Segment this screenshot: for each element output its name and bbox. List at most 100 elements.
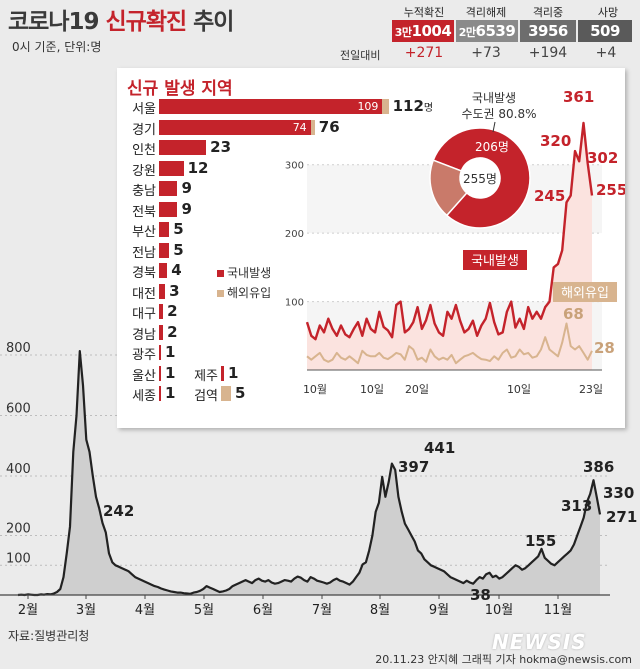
region-bar-domestic (159, 304, 164, 319)
inset-annotation: 28 (594, 339, 615, 357)
region-row: 광주 1 (117, 343, 417, 363)
region-bar-domestic (159, 324, 164, 340)
region-total: 5 (235, 384, 246, 402)
region-total: 2 (167, 322, 178, 341)
region-name: 경북 (132, 266, 156, 281)
stat-label-released: 격리해제 (465, 6, 507, 19)
legend-overseas: 해외유입 (217, 284, 271, 301)
inset-y-tick: 100 (285, 298, 304, 309)
region-name: 충남 (132, 184, 156, 199)
credit-line: 20.11.23 안지혜 그래픽 기자 hokma@newsis.com (375, 653, 632, 666)
donut-slice (429, 159, 468, 217)
main-annotation: 242 (103, 502, 134, 520)
region-bar-domestic (159, 242, 170, 258)
inset-annotation: 68 (563, 305, 584, 323)
inset-label-overseas (553, 282, 617, 302)
main-x-tick: 10월 (485, 603, 514, 618)
main-y-tick: 200 (6, 522, 31, 537)
region-bar-domestic (221, 365, 224, 381)
region-bar-domestic (159, 222, 170, 237)
region-row: 전북 9 (117, 200, 417, 220)
region-name: 울산 (132, 368, 156, 384)
diff-deaths: +4 (595, 45, 617, 61)
main-y-tick: 100 (6, 551, 31, 566)
main-annotation: 271 (606, 508, 637, 526)
main-x-tick: 11월 (544, 603, 573, 618)
region-bar-domestic (159, 99, 383, 114)
region-total: 1 (165, 363, 176, 382)
region-name: 경남 (132, 327, 156, 343)
region-row: 전남 5 (117, 241, 417, 261)
region-row: 인천 23 (117, 138, 417, 158)
main-area-fill (18, 351, 600, 595)
region-total: 1 (228, 363, 239, 382)
region-row: 서울 109 112명 (117, 97, 433, 117)
main-annotation: 397 (398, 458, 429, 476)
diff-total: +271 (404, 45, 444, 61)
region-name: 대구 (132, 307, 156, 322)
main-x-tick: 3월 (76, 603, 96, 618)
main-y-tick: 800 (6, 341, 31, 356)
region-name: 대전 (132, 286, 156, 302)
main-series-line (17, 350, 602, 597)
region-name: 강원 (132, 163, 156, 179)
inset-annotation: 245 (534, 187, 565, 205)
donut-center-label: 255명 (463, 172, 497, 186)
main-x-tick: 4월 (135, 603, 155, 618)
region-bar-domestic (159, 140, 207, 155)
region-bar-overseas (221, 386, 231, 401)
region-bar-domestic (159, 283, 166, 299)
subtitle: 0시 기준, 단위:명 (12, 40, 102, 54)
region-total: 1 (165, 384, 176, 402)
source-note: 자료:질병관리청 (8, 629, 90, 643)
diff-isolated: +194 (528, 45, 568, 61)
inset-annotation: 302 (587, 149, 618, 167)
stat-box-deaths: 509 (578, 20, 632, 42)
inset-label-domestic (463, 250, 527, 270)
region-bar-domestic (159, 201, 178, 217)
main-annotation: 386 (583, 458, 614, 476)
inset-x-tick: 23일 (579, 382, 603, 396)
region-bar-overseas (382, 99, 389, 114)
main-y-tick: 600 (6, 402, 31, 417)
inset-label-domestic-text: 국내발생 (471, 254, 519, 269)
main-annotation: 38 (470, 586, 491, 604)
region-bar-domestic (159, 263, 168, 278)
region-row: 경남 2 (117, 322, 417, 343)
inset-x-tick: 10일 (507, 382, 531, 396)
stat-box-released: 2만6539 (456, 20, 518, 42)
region-name: 검역 (194, 389, 218, 404)
region-row: 부산 5 (117, 220, 417, 240)
main-x-tick: 8월 (370, 603, 390, 618)
stat-label-isolated: 격리중 (532, 6, 564, 19)
inset-domestic-area (307, 123, 592, 370)
donut-slice-label: 206명 (475, 140, 509, 154)
main-x-tick: 2월 (18, 603, 38, 618)
region-bar-domestic (159, 365, 162, 381)
stat-label-total: 누적확진 (403, 6, 445, 19)
region-bar-domestic (159, 345, 162, 360)
region-row: 충남 9 (117, 179, 417, 199)
region-total: 5 (173, 220, 184, 238)
region-bar-domestic (159, 386, 162, 401)
region-row: 경북 4 (117, 261, 417, 281)
legend-domestic: 국내발생 (217, 264, 271, 281)
donut-leader (492, 121, 496, 133)
inset-annotation: 361 (563, 88, 594, 106)
inset-y-tick: 300 (285, 161, 304, 172)
inset-x-tick: 10월 (303, 383, 327, 396)
region-total: 3 (169, 281, 180, 300)
region-panel-title: 신규 발생 지역 (127, 79, 233, 99)
region-name: 부산 (132, 225, 156, 240)
region-total: 12 (187, 158, 209, 177)
inset-line-chart: 100 200 300 10월 10일 20일 10일 23일 245 320 361 302 255 6… (285, 88, 625, 396)
main-x-tick: 6월 (253, 603, 273, 618)
main-annotation: 330 (603, 484, 634, 502)
region-row: 세종 1 (117, 384, 417, 404)
stat-label-deaths: 사망 (597, 6, 619, 19)
inset-x-tick: 10일 (360, 382, 384, 396)
main-x-tick: 9월 (429, 603, 449, 618)
region-name: 서울 (132, 102, 156, 117)
region-row: 대구 2 (117, 302, 417, 322)
region-row: 강원 12 (117, 158, 417, 179)
